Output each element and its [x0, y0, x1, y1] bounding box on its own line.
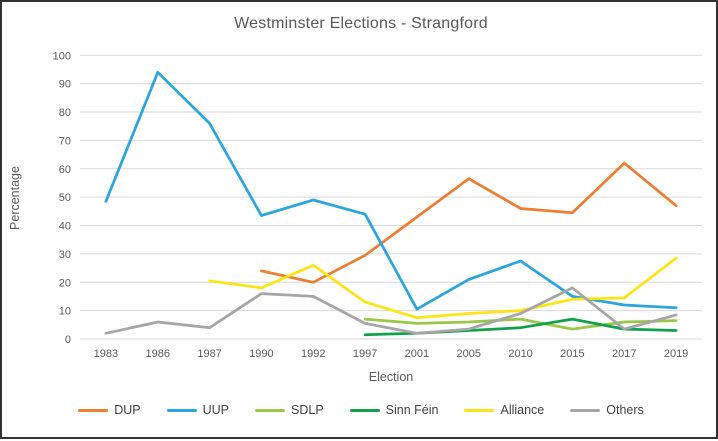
legend-item-sinn-f-in: Sinn Féin	[349, 403, 439, 417]
y-tick-60: 60	[59, 164, 71, 176]
x-tick-1990: 1990	[249, 348, 273, 360]
series-line-uup	[104, 70, 678, 311]
series-line-others	[104, 286, 678, 335]
y-tick-80: 80	[59, 107, 71, 119]
legend-label-alliance: Alliance	[500, 403, 545, 417]
chart-title: Westminster Elections - Strangford	[234, 15, 488, 32]
legend-swatch-uup	[166, 408, 197, 412]
y-tick-70: 70	[59, 135, 71, 147]
legend-item-alliance: Alliance	[464, 403, 544, 417]
y-tick-20: 20	[59, 277, 71, 289]
legend-swatch-dup	[78, 408, 109, 412]
x-tick-1987: 1987	[197, 348, 221, 360]
x-tick-1992: 1992	[301, 348, 325, 360]
x-tick-2019: 2019	[664, 348, 688, 360]
x-tick-1997: 1997	[353, 348, 377, 360]
legend-item-uup: UUP	[166, 403, 230, 417]
legend-item-dup: DUP	[78, 403, 141, 417]
legend-swatch-sinn-f-in	[349, 408, 380, 412]
legend-swatch-alliance	[464, 408, 495, 412]
y-tick-90: 90	[59, 79, 71, 91]
x-tick-1986: 1986	[146, 348, 170, 360]
x-tick-2017: 2017	[612, 348, 636, 360]
x-tick-1983: 1983	[94, 348, 118, 360]
legend-swatch-sdlp	[255, 408, 286, 412]
y-tick-50: 50	[59, 192, 71, 204]
x-axis-title: Election	[368, 370, 414, 384]
y-tick-0: 0	[65, 334, 71, 346]
legend-label-dup: DUP	[114, 403, 141, 417]
series-line-dup	[260, 161, 678, 284]
legend-swatch-others	[570, 408, 601, 412]
x-tick-2005: 2005	[457, 348, 481, 360]
legend-item-sdlp: SDLP	[255, 403, 324, 417]
legend-label-others: Others	[606, 403, 644, 417]
legend-label-sinn-f-in: Sinn Féin	[385, 403, 439, 417]
legend-item-others: Others	[570, 403, 644, 417]
legend-label-sdlp: SDLP	[291, 403, 324, 417]
x-tick-2001: 2001	[405, 348, 429, 360]
series-line-alliance	[208, 256, 678, 320]
x-tick-2010: 2010	[508, 348, 532, 360]
y-tick-100: 100	[53, 50, 71, 62]
y-tick-10: 10	[59, 306, 71, 318]
series-line-sdlp	[363, 317, 678, 331]
legend-label-uup: UUP	[202, 403, 230, 417]
chart-legend: DUP UUP SDLP Sinn Féin Alliance Others	[2, 403, 718, 417]
y-tick-30: 30	[59, 249, 71, 261]
y-tick-40: 40	[59, 221, 71, 233]
x-tick-2015: 2015	[560, 348, 584, 360]
